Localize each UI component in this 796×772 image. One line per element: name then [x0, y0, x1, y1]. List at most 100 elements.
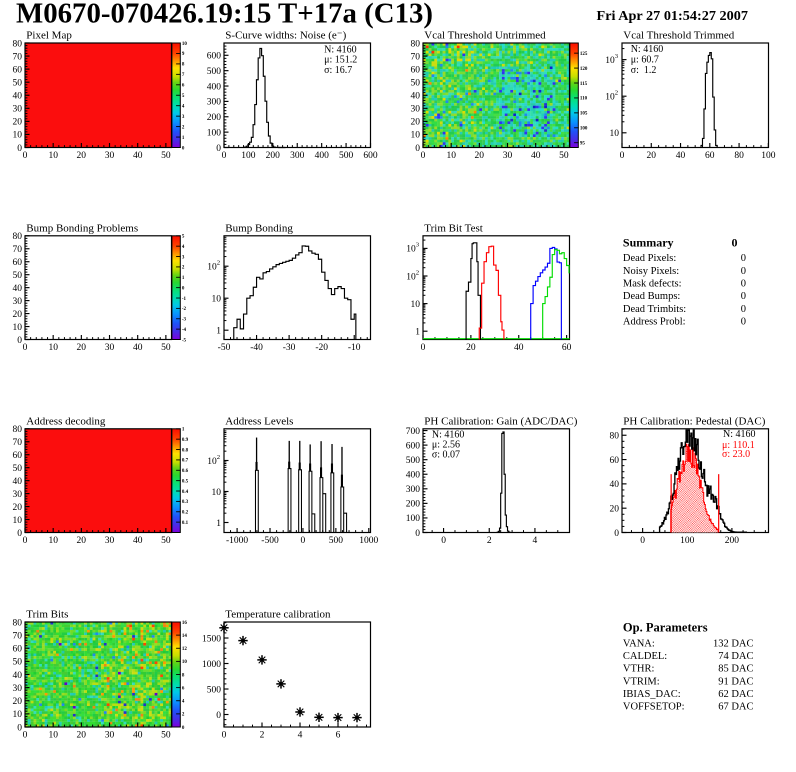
svg-text:Op. Parameters: Op. Parameters [623, 621, 708, 635]
svg-text:500: 500 [406, 456, 421, 466]
svg-text:500: 500 [207, 67, 222, 77]
svg-text:125: 125 [580, 52, 588, 57]
svg-text:70: 70 [13, 631, 23, 641]
svg-text:0.4: 0.4 [182, 490, 189, 495]
svg-text:40: 40 [133, 343, 143, 353]
svg-text:1: 1 [182, 136, 185, 141]
svg-text:20: 20 [77, 343, 87, 353]
svg-text:50: 50 [161, 343, 171, 353]
svg-text:4: 4 [298, 731, 303, 741]
svg-text:50: 50 [411, 79, 421, 89]
svg-text:40: 40 [13, 671, 23, 681]
svg-text:PH Calibration: Pedestal (DAC): PH Calibration: Pedestal (DAC) [623, 416, 765, 428]
svg-text:80: 80 [411, 39, 421, 49]
svg-text:80: 80 [13, 618, 23, 628]
svg-text:2: 2 [217, 260, 220, 267]
svg-text:0: 0 [17, 529, 22, 539]
svg-text:Noisy Pixels:: Noisy Pixels: [623, 266, 679, 277]
svg-text:N: 4160: N: 4160 [432, 430, 465, 441]
svg-text:-5: -5 [182, 338, 187, 343]
svg-text:200: 200 [266, 151, 281, 161]
svg-text:0: 0 [182, 726, 185, 731]
svg-text:Bump Bonding Problems: Bump Bonding Problems [26, 223, 138, 235]
svg-text:0.5: 0.5 [182, 479, 189, 484]
svg-text:0: 0 [741, 317, 746, 328]
svg-text:20: 20 [13, 310, 23, 320]
svg-text:95: 95 [580, 142, 586, 147]
svg-text:1000: 1000 [359, 536, 378, 546]
svg-text:5: 5 [182, 235, 185, 240]
svg-text:80: 80 [13, 425, 23, 435]
svg-text:μ: 2.56: μ: 2.56 [432, 440, 460, 451]
svg-text:9: 9 [182, 52, 185, 57]
svg-text:10: 10 [610, 129, 620, 139]
svg-text:Dead Bumps:: Dead Bumps: [623, 291, 681, 302]
svg-text:-1: -1 [182, 297, 187, 302]
svg-text:-3: -3 [182, 318, 187, 323]
svg-text:1: 1 [216, 327, 221, 337]
svg-text:0: 0 [17, 723, 22, 733]
svg-text:100: 100 [406, 514, 421, 524]
svg-text:0: 0 [741, 266, 746, 277]
svg-text:600: 600 [406, 441, 421, 451]
svg-text:0.2: 0.2 [182, 511, 189, 516]
svg-text:80: 80 [13, 39, 23, 49]
svg-text:10: 10 [13, 516, 23, 526]
svg-text:N: 4160: N: 4160 [723, 429, 756, 440]
svg-text:-20: -20 [315, 343, 328, 353]
svg-text:10: 10 [605, 93, 615, 103]
svg-text:0: 0 [17, 144, 22, 154]
svg-text:30: 30 [13, 297, 23, 307]
svg-text:70: 70 [13, 245, 23, 255]
svg-text:16: 16 [182, 621, 188, 626]
svg-text:400: 400 [207, 82, 222, 92]
svg-text:0: 0 [23, 151, 28, 161]
svg-text:40: 40 [133, 731, 143, 741]
svg-text:12: 12 [182, 647, 188, 652]
svg-text:50: 50 [13, 658, 23, 668]
svg-text:10: 10 [212, 488, 222, 498]
svg-text:40: 40 [133, 536, 143, 546]
svg-text:2: 2 [182, 713, 185, 718]
svg-text:σ: 1.2: σ: 1.2 [631, 65, 657, 76]
svg-text:700: 700 [406, 427, 421, 437]
svg-text:10: 10 [182, 42, 188, 47]
svg-text:M0670-070426.19:15 T+17a (C13): M0670-070426.19:15 T+17a (C13) [16, 0, 433, 30]
svg-text:70: 70 [13, 438, 23, 448]
svg-text:-30: -30 [283, 343, 296, 353]
svg-text:Address decoding: Address decoding [26, 416, 106, 428]
svg-text:10: 10 [48, 536, 58, 546]
svg-text:600: 600 [363, 151, 378, 161]
svg-text:60: 60 [13, 65, 23, 75]
svg-text:Dead Trimbits:: Dead Trimbits: [623, 304, 686, 315]
svg-text:0.8: 0.8 [182, 448, 189, 453]
svg-text:20: 20 [466, 343, 476, 353]
svg-text:Summary: Summary [623, 235, 674, 249]
svg-text:0: 0 [441, 536, 446, 546]
svg-text:300: 300 [290, 151, 305, 161]
svg-text:20: 20 [77, 536, 87, 546]
svg-text:2: 2 [182, 125, 185, 130]
svg-text:300: 300 [406, 485, 421, 495]
svg-text:30: 30 [13, 105, 23, 115]
svg-text:10: 10 [13, 131, 23, 141]
svg-text:14: 14 [182, 634, 188, 639]
svg-text:10: 10 [13, 710, 23, 720]
svg-text:105: 105 [580, 112, 588, 117]
svg-text:3: 3 [182, 255, 185, 260]
svg-text:-10: -10 [348, 343, 361, 353]
svg-text:10: 10 [411, 131, 421, 141]
svg-text:Address Probl:: Address Probl: [623, 317, 686, 328]
svg-text:-1000: -1000 [226, 536, 248, 546]
svg-text:120: 120 [580, 67, 588, 72]
svg-text:0.9: 0.9 [182, 438, 189, 443]
svg-text:0: 0 [732, 235, 738, 249]
svg-text:1500: 1500 [202, 634, 221, 644]
svg-text:50: 50 [13, 271, 23, 281]
svg-text:0: 0 [23, 731, 28, 741]
svg-text:σ: 16.7: σ: 16.7 [324, 65, 352, 76]
svg-text:30: 30 [105, 731, 115, 741]
svg-text:40: 40 [133, 151, 143, 161]
svg-text:4: 4 [182, 700, 185, 705]
svg-text:10: 10 [406, 272, 416, 282]
